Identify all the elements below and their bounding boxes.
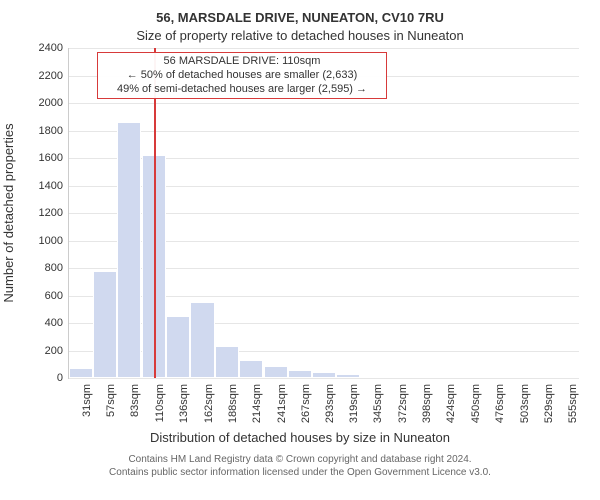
histogram-bar [93,271,117,378]
histogram-bar [531,376,555,378]
x-tick-label: 398sqm [421,384,433,423]
y-tick-label: 2200 [39,70,63,82]
x-tick-label: 83sqm [129,384,141,417]
y-tick-label: 200 [45,345,63,357]
credits: Contains HM Land Registry data © Crown c… [0,454,600,479]
histogram-bar [433,376,457,378]
credits-line-1: Contains HM Land Registry data © Crown c… [0,454,600,467]
annotation-line-1: 56 MARSDALE DRIVE: 110sqm [104,55,380,69]
x-tick-label: 214sqm [251,384,263,423]
x-tick-label: 136sqm [178,384,190,423]
y-tick-label: 0 [57,372,63,384]
annotation-line-3: 49% of semi-detached houses are larger (… [104,83,380,97]
gridline [69,103,579,104]
x-tick-label: 424sqm [445,384,457,423]
x-tick-label: 110sqm [154,384,166,422]
histogram-bar [409,376,433,378]
x-tick-label: 267sqm [300,384,312,423]
histogram-bar [507,376,531,378]
x-tick-label: 319sqm [348,384,360,423]
histogram-bar [555,376,579,378]
histogram-chart: 56, MARSDALE DRIVE, NUNEATON, CV10 7RU S… [0,0,600,500]
chart-title: 56, MARSDALE DRIVE, NUNEATON, CV10 7RU [0,10,600,26]
y-tick-label: 2000 [39,97,63,109]
histogram-bar [215,346,239,378]
x-tick-label: 503sqm [519,384,531,423]
x-tick-label: 31sqm [81,384,93,417]
histogram-bar [312,372,336,378]
x-tick-label: 450sqm [470,384,482,423]
y-tick-label: 2400 [39,42,63,54]
histogram-bar [458,376,482,378]
annotation-line-2: ← 50% of detached houses are smaller (2,… [104,69,380,83]
credits-line-2: Contains public sector information licen… [0,467,600,480]
y-axis-label: Number of detached properties [1,123,16,302]
annotation-box: 56 MARSDALE DRIVE: 110sqm ← 50% of detac… [97,52,387,99]
x-tick-label: 555sqm [567,384,579,423]
histogram-bar [482,376,506,378]
y-tick-label: 1600 [39,152,63,164]
histogram-bar [360,376,384,378]
x-axis-label: Distribution of detached houses by size … [0,430,600,445]
y-tick-label: 800 [45,262,63,274]
x-tick-label: 345sqm [372,384,384,423]
x-tick-label: 162sqm [203,384,215,423]
histogram-bar [69,368,93,378]
x-tick-label: 372sqm [397,384,409,423]
histogram-bar [288,370,312,378]
y-tick-label: 1800 [39,125,63,137]
histogram-bar [264,366,288,378]
x-tick-label: 241sqm [276,384,288,423]
histogram-bar [117,122,141,378]
gridline [69,378,579,379]
chart-subtitle: Size of property relative to detached ho… [0,28,600,44]
y-tick-label: 1400 [39,180,63,192]
histogram-bar [190,302,214,378]
x-tick-label: 57sqm [105,384,117,417]
histogram-bar [239,360,263,378]
y-tick-label: 1000 [39,235,63,247]
x-tick-label: 476sqm [494,384,506,423]
x-tick-label: 529sqm [543,384,555,423]
histogram-bar [336,374,360,378]
x-tick-label: 188sqm [227,384,239,423]
y-tick-label: 400 [45,317,63,329]
plot-area: 0200400600800100012001400160018002000220… [68,48,579,379]
x-tick-label: 293sqm [324,384,336,423]
y-tick-label: 600 [45,290,63,302]
gridline [69,131,579,132]
gridline [69,48,579,49]
y-tick-label: 1200 [39,207,63,219]
histogram-bar [166,316,190,378]
histogram-bar [385,376,409,378]
